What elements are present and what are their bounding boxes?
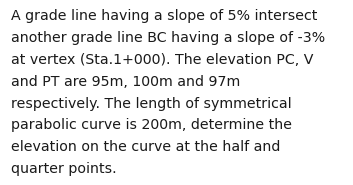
Text: another grade line BC having a slope of -3%: another grade line BC having a slope of … [11, 31, 325, 45]
Text: quarter points.: quarter points. [11, 162, 116, 176]
Text: and PT are 95m, 100m and 97m: and PT are 95m, 100m and 97m [11, 75, 240, 89]
Text: A grade line having a slope of 5% intersect: A grade line having a slope of 5% inters… [11, 9, 317, 23]
Text: respectively. The length of symmetrical: respectively. The length of symmetrical [11, 97, 291, 111]
Text: at vertex (Sta.1+000). The elevation PC, V: at vertex (Sta.1+000). The elevation PC,… [11, 53, 313, 67]
Text: parabolic curve is 200m, determine the: parabolic curve is 200m, determine the [11, 118, 292, 132]
Text: elevation on the curve at the half and: elevation on the curve at the half and [11, 140, 280, 154]
